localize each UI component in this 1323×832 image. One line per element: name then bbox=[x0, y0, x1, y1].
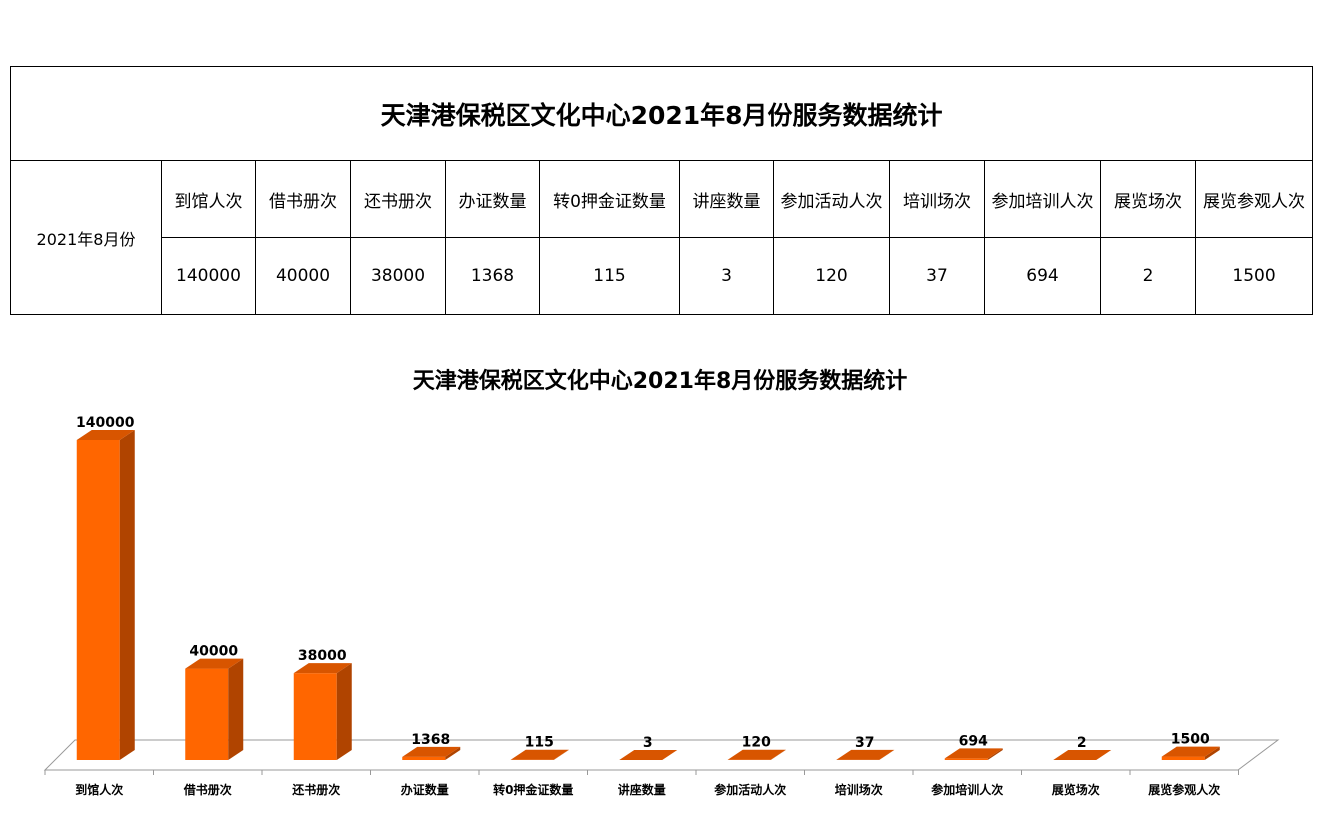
bar-top bbox=[185, 658, 244, 669]
x-tick-label: 还书册次 bbox=[291, 782, 340, 797]
bar-value-label: 1500 bbox=[1171, 732, 1210, 748]
bar-front bbox=[1161, 756, 1205, 760]
bar bbox=[76, 430, 135, 760]
bar-top bbox=[1053, 749, 1112, 760]
bar bbox=[402, 746, 461, 760]
chart-title: 天津港保税区文化中心2021年8月份服务数据统计 bbox=[413, 368, 908, 394]
table-value-cell: 694 bbox=[984, 237, 1101, 315]
bar-side bbox=[1204, 746, 1220, 760]
x-tick-label: 到馆人次 bbox=[75, 782, 123, 797]
bar bbox=[944, 748, 1003, 760]
bar bbox=[510, 749, 569, 760]
bar-side bbox=[336, 663, 352, 760]
category-labels-group: 到馆人次 借书册次 还书册次 办证数量 转0押金证数量 讲座数量 参加活动人次 培训场次 参加培… bbox=[75, 782, 1220, 797]
bar-side bbox=[770, 749, 786, 760]
x-tick-label: 转0押金证数量 bbox=[493, 782, 573, 797]
bar-top bbox=[727, 749, 786, 760]
x-tick-label: 办证数量 bbox=[401, 782, 449, 797]
bar-front bbox=[76, 440, 120, 760]
table-value-cell: 37 bbox=[889, 237, 985, 315]
period-cell: 2021年8月份 bbox=[10, 160, 162, 315]
table-header-cell: 借书册次 bbox=[255, 160, 351, 238]
table-header-cell: 展览场次 bbox=[1100, 160, 1196, 238]
x-tick-label: 参加培训人次 bbox=[931, 782, 1003, 797]
x-tick-label: 展览场次 bbox=[1052, 782, 1100, 797]
bar-top bbox=[76, 430, 135, 440]
bar-top bbox=[510, 749, 569, 760]
bar bbox=[1161, 746, 1220, 760]
bar-side bbox=[553, 749, 569, 760]
table-header-cell: 办证数量 bbox=[445, 160, 540, 238]
table-header-cell: 到馆人次 bbox=[161, 160, 256, 238]
bar-front bbox=[185, 668, 229, 760]
bar-side bbox=[662, 749, 678, 760]
value-labels-group: 140000 40000 38000 1368 115 3 120 37 694 2 1500 bbox=[76, 415, 1210, 751]
table-value-cell: 40000 bbox=[255, 237, 351, 315]
bar-value-label: 120 bbox=[742, 735, 771, 751]
bar-top bbox=[836, 749, 895, 760]
bar bbox=[727, 749, 786, 760]
bar-side bbox=[119, 430, 135, 760]
bar-value-label: 2 bbox=[1077, 735, 1087, 751]
bar-value-label: 694 bbox=[959, 733, 988, 749]
bar-value-label: 40000 bbox=[189, 644, 238, 660]
bar-top bbox=[1161, 746, 1220, 757]
bar-side bbox=[1096, 749, 1112, 760]
table-value-cell: 1368 bbox=[445, 237, 540, 315]
bar bbox=[185, 658, 244, 760]
bar-top bbox=[619, 749, 678, 760]
bar-side bbox=[987, 748, 1003, 760]
bar-chart: 天津港保税区文化中心2021年8月份服务数据统计 140000 40000 3800… bbox=[43, 368, 1280, 797]
table-header-cell: 转0押金证数量 bbox=[539, 160, 680, 238]
x-tick-label: 参加活动人次 bbox=[714, 782, 786, 797]
x-tick-label: 借书册次 bbox=[183, 782, 232, 797]
table-header-cell: 参加培训人次 bbox=[984, 160, 1101, 238]
bar-top bbox=[293, 663, 352, 674]
bar-side bbox=[228, 658, 244, 760]
bar-top bbox=[944, 748, 1003, 759]
x-tick-label: 展览参观人次 bbox=[1148, 782, 1220, 797]
table-header-cell: 还书册次 bbox=[350, 160, 446, 238]
stats-table: 天津港保税区文化中心2021年8月份服务数据统计 2021年8月份 到馆人次 借书… bbox=[9, 66, 1314, 315]
table-value-cell: 1500 bbox=[1194, 237, 1314, 315]
bar-value-label: 140000 bbox=[76, 415, 135, 431]
table-header-cell: 参加活动人次 bbox=[773, 160, 890, 238]
table-value-cell: 115 bbox=[539, 237, 680, 315]
table-header-cell: 展览参观人次 bbox=[1194, 160, 1314, 238]
bar-value-label: 3 bbox=[643, 735, 653, 751]
bar bbox=[1053, 749, 1112, 760]
x-tick-label: 培训场次 bbox=[835, 782, 883, 797]
bar-side bbox=[879, 749, 895, 760]
bar-value-label: 115 bbox=[525, 735, 554, 751]
table-value-cell: 140000 bbox=[161, 237, 256, 315]
bar bbox=[293, 663, 352, 760]
bar-front bbox=[293, 673, 337, 760]
table-title: 天津港保税区文化中心2021年8月份服务数据统计 bbox=[9, 66, 1314, 161]
table-value-cell: 3 bbox=[679, 237, 774, 315]
bar-value-label: 37 bbox=[855, 735, 874, 751]
bar-front bbox=[944, 758, 988, 760]
x-tick-label: 讲座数量 bbox=[618, 782, 666, 797]
bar bbox=[619, 749, 678, 760]
table-value-cell: 120 bbox=[773, 237, 890, 315]
table-value-cell: 2 bbox=[1100, 237, 1196, 315]
table-header-cell: 讲座数量 bbox=[679, 160, 774, 238]
table-value-cell: 38000 bbox=[350, 237, 446, 315]
bar-value-label: 38000 bbox=[298, 648, 347, 664]
table-header-cell: 培训场次 bbox=[889, 160, 985, 238]
bar-front bbox=[402, 756, 446, 760]
bar-top bbox=[402, 746, 461, 757]
bars-group bbox=[76, 430, 1220, 760]
bar-side bbox=[445, 746, 461, 760]
bar-value-label: 1368 bbox=[411, 732, 450, 748]
bar bbox=[836, 749, 895, 760]
